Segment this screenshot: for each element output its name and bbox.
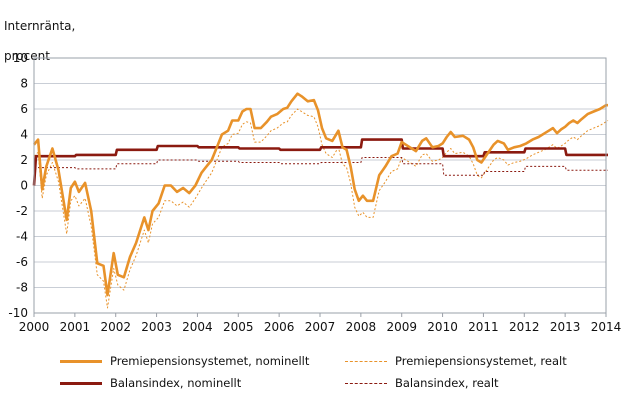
- legend-swatch-pps-nominal: [60, 359, 102, 363]
- y-tick-label: 0: [20, 179, 28, 193]
- y-tick-label: -6: [16, 255, 28, 269]
- legend-item-balans-nominal: Balansindex, nominellt: [60, 376, 241, 390]
- x-tick-label: 2004: [182, 320, 213, 334]
- y-axis-title-line-2: procent: [4, 49, 50, 63]
- y-tick-label: -10: [8, 306, 28, 320]
- series-line-pps-real: [33, 108, 609, 309]
- y-tick-label: 8: [20, 77, 28, 91]
- legend-label-balans-real: Balansindex, realt: [395, 376, 499, 390]
- y-tick-label: -2: [16, 204, 28, 218]
- plot-frame: [33, 57, 607, 314]
- x-tick-label: 2014: [591, 320, 622, 334]
- x-tick-label: 2008: [346, 320, 377, 334]
- x-tick-label: 2005: [223, 320, 254, 334]
- x-tick-label: 2001: [60, 320, 91, 334]
- y-tick-label: -8: [16, 281, 28, 295]
- legend-item-pps-nominal: Premiepensionsystemet, nominellt: [60, 354, 309, 368]
- y-tick-label: 10: [13, 51, 28, 65]
- y-tick-label: 2: [20, 153, 28, 167]
- series-line-balans-real: [33, 157, 608, 186]
- series-lines: [32, 92, 609, 309]
- series-line-balans-nominal: [32, 138, 608, 186]
- legend-label-pps-nominal: Premiepensionsystemet, nominellt: [110, 354, 310, 368]
- legend-label-pps-real: Premiepensionsystemet, realt: [395, 354, 567, 368]
- x-tick-label: 2006: [264, 320, 295, 334]
- y-axis-title: Internränta, procent: [4, 4, 75, 64]
- x-tick-label: 2007: [305, 320, 336, 334]
- x-tick-label: 2012: [509, 320, 540, 334]
- x-tick-label: 2002: [100, 320, 131, 334]
- legend-swatch-balans-nominal: [60, 381, 102, 385]
- x-tick-label: 2009: [386, 320, 417, 334]
- x-tick-label: 2011: [468, 320, 499, 334]
- legend-swatch-balans-real: [345, 382, 387, 384]
- legend-item-pps-real: Premiepensionsystemet, realt: [345, 354, 567, 368]
- x-tick-label: 2003: [141, 320, 172, 334]
- x-tick-label: 2000: [19, 320, 50, 334]
- x-tick-label: 2013: [550, 320, 581, 334]
- series-line-pps-nominal: [32, 92, 608, 297]
- legend-swatch-pps-real: [345, 360, 387, 362]
- x-tick-labels: 2000 2001 2002 2003 2004 2005 2006 2007 2008 2009…: [19, 313, 622, 334]
- legend-label-balans-nominal: Balansindex, nominellt: [110, 376, 242, 390]
- y-tick-label: 6: [20, 102, 28, 116]
- legend: Premiepensionsystemet, nominellt Premiep…: [0, 348, 624, 398]
- y-tick-label: 4: [20, 128, 28, 142]
- y-tick-labels: -10 -8 -6 -4 -2 0 2 4 6 8 10: [8, 51, 28, 320]
- legend-item-balans-real: Balansindex, realt: [345, 376, 499, 390]
- y-axis-title-line-1: Internränta,: [4, 19, 76, 33]
- x-tick-label: 2010: [427, 320, 458, 334]
- y-tick-label: -4: [16, 230, 28, 244]
